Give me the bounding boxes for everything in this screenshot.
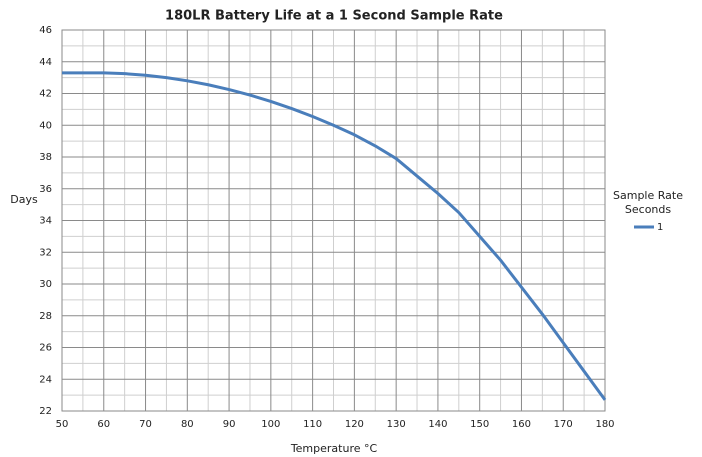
x-tick-label: 160	[512, 419, 531, 430]
y-axis-label: Days	[10, 193, 38, 206]
y-tick-label: 46	[39, 25, 52, 36]
y-tick-label: 34	[39, 216, 52, 227]
plot-border	[61, 29, 606, 412]
x-tick-label: 140	[428, 419, 447, 430]
x-tick-label: 170	[554, 419, 573, 430]
x-tick-label: 110	[303, 419, 322, 430]
y-tick-label: 30	[39, 279, 52, 290]
x-tick-label: 120	[345, 419, 364, 430]
y-tick-label: 36	[39, 184, 52, 195]
line	[62, 71, 607, 401]
y-tick-label: 22	[39, 406, 52, 417]
legend-title: Sample Rate	[613, 189, 683, 202]
legend-title: Seconds	[625, 203, 671, 216]
x-tick-label: 180	[595, 419, 614, 430]
x-tick-label: 80	[181, 419, 194, 430]
y-tick-label: 24	[39, 374, 52, 385]
y-tick-label: 40	[39, 120, 52, 131]
legend-label: 1	[657, 222, 663, 233]
x-tick-label: 60	[97, 419, 110, 430]
x-tick-label: 130	[387, 419, 406, 430]
x-tick-label: 100	[261, 419, 280, 430]
x-axis-label: Temperature °C	[290, 442, 378, 455]
x-tick-label: 90	[223, 419, 236, 430]
y-tick-label: 26	[39, 343, 52, 354]
y-tick-label: 38	[39, 152, 52, 163]
y-tick-label: 32	[39, 247, 52, 258]
x-tick-label: 150	[470, 419, 489, 430]
chart-title: 180LR Battery Life at a 1 Second Sample …	[165, 9, 503, 24]
y-tick-label: 44	[39, 57, 52, 68]
y-tick-label: 42	[39, 89, 52, 100]
x-tick-label: 70	[139, 419, 152, 430]
x-tick-label: 50	[56, 419, 69, 430]
y-tick-label: 28	[39, 311, 52, 322]
